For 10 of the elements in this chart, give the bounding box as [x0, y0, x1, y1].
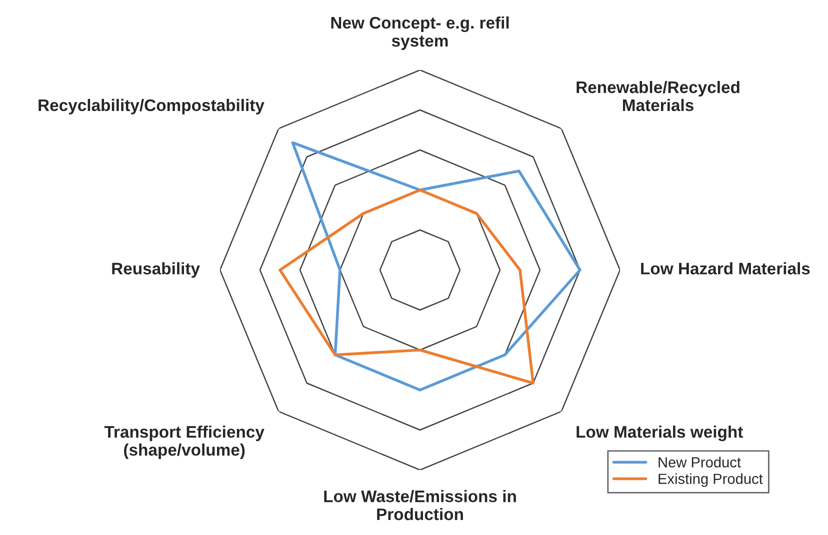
spoke-label: Transport Efficiency (shape/volume) — [104, 426, 264, 460]
spoke-label: Low Hazard Materials — [641, 262, 810, 274]
spoke-label: Low Materials weight — [576, 426, 743, 442]
spoke-label: Renewable/Recycled Materials — [576, 80, 740, 112]
spoke-label: Low Waste/Emissions in Production — [324, 490, 516, 520]
legend-label: Existing Product — [658, 473, 763, 487]
spoke-label: Reusability — [112, 262, 200, 278]
spoke-label: New Concept- e.g. refil system — [331, 16, 509, 50]
legend-label: New Product — [658, 456, 741, 468]
spoke-label: Recyclability/Compostability — [38, 98, 264, 114]
